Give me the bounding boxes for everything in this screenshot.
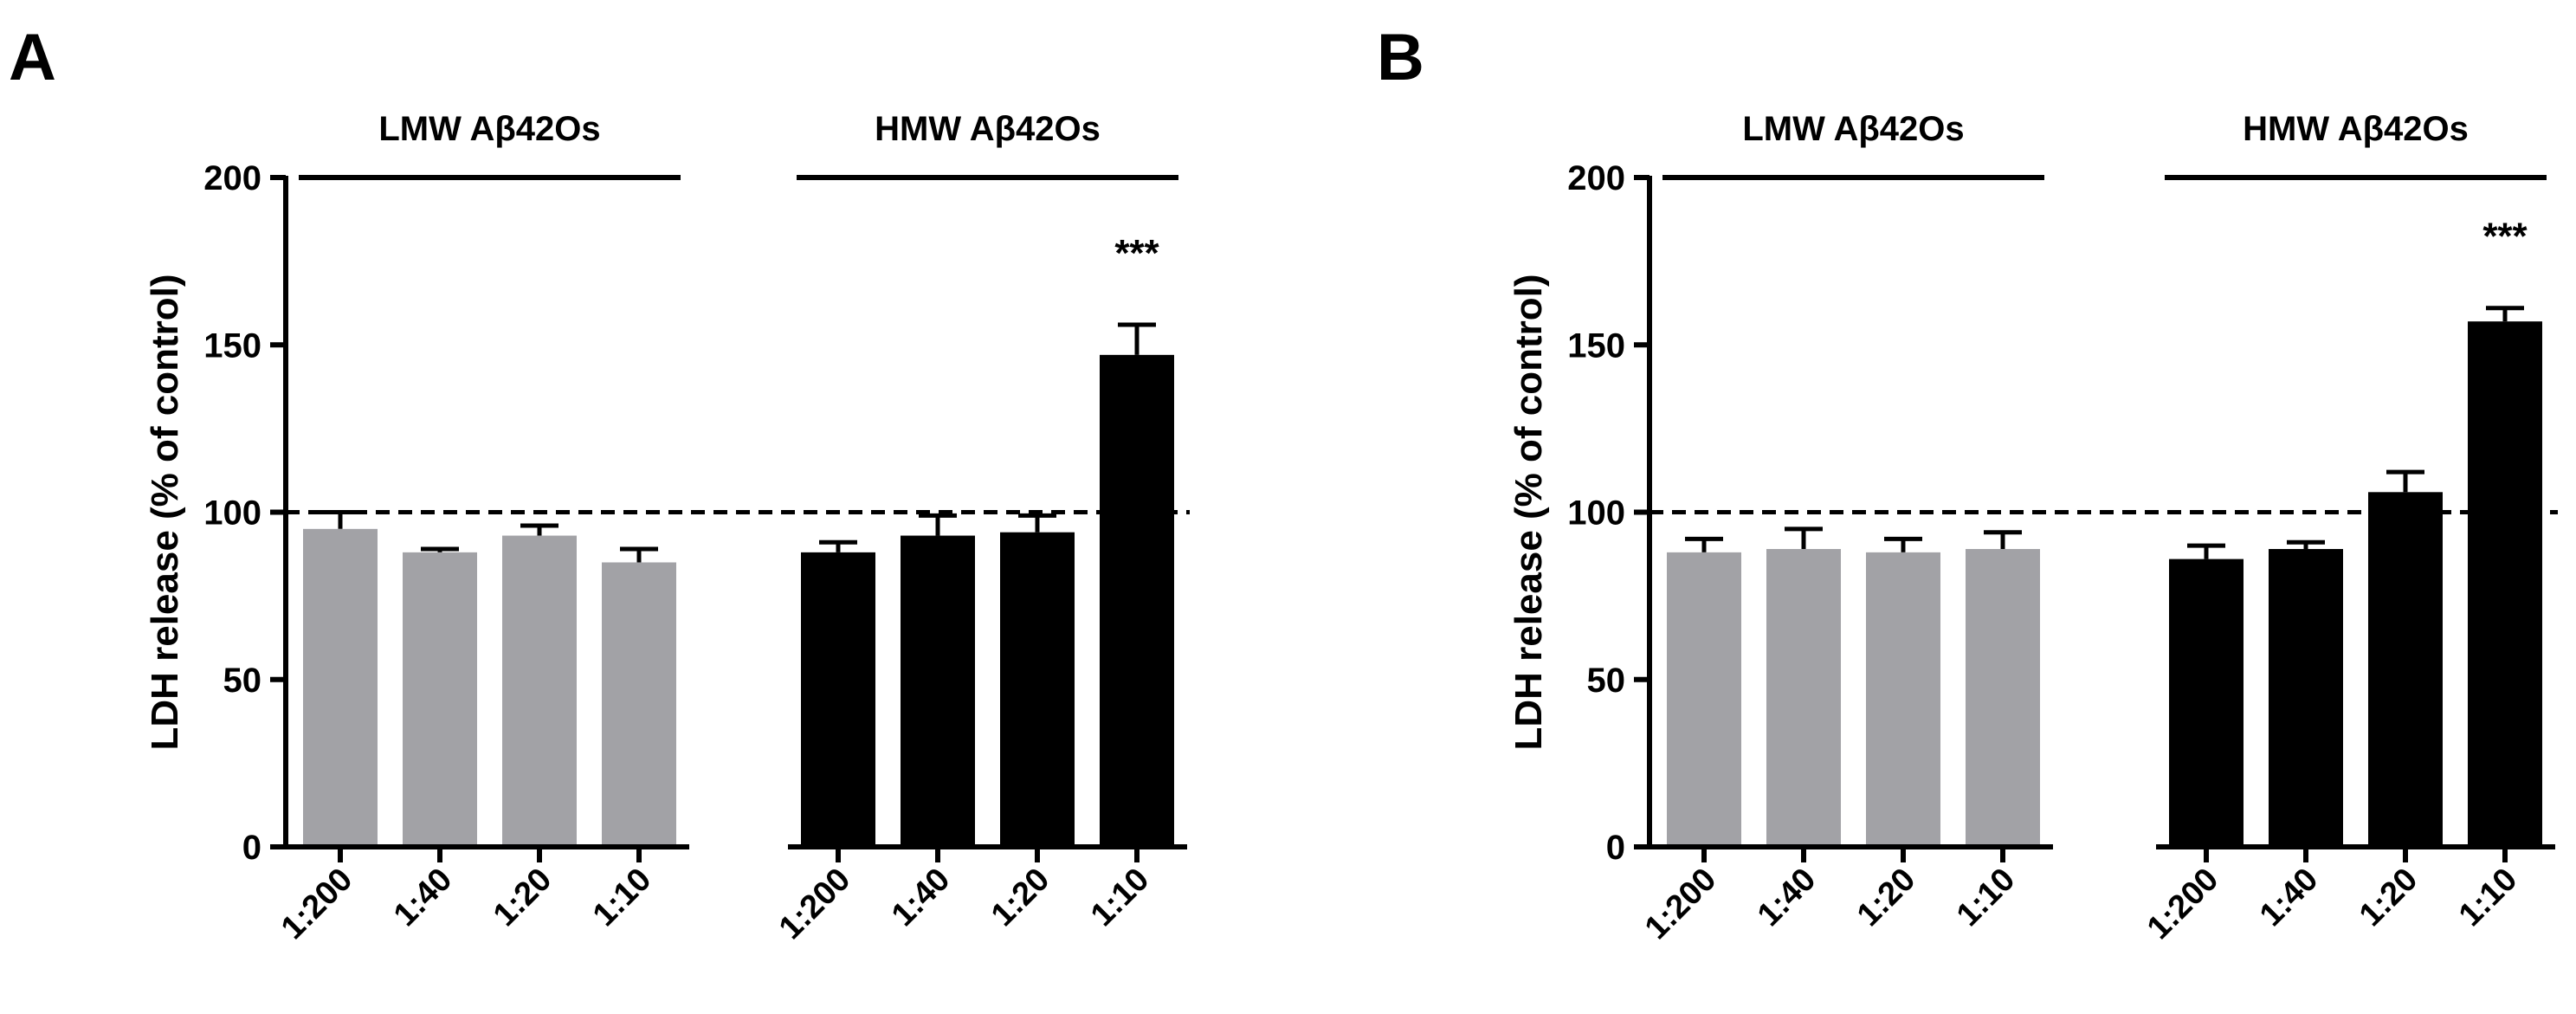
y-tick-label: 100 xyxy=(1567,494,1625,533)
y-tick-label: 100 xyxy=(203,494,261,533)
bar xyxy=(1667,552,1741,847)
category-label: 1:40 xyxy=(2253,862,2325,933)
y-tick-label: 200 xyxy=(203,159,261,197)
group-label: LMW Aβ42Os xyxy=(1742,110,1964,148)
group-label: LMW Aβ42Os xyxy=(378,110,600,148)
bar xyxy=(403,552,477,847)
bar xyxy=(1966,549,2040,847)
category-label: 1:20 xyxy=(487,862,558,933)
y-axis-title: LDH release (% of control) xyxy=(144,274,186,750)
bar xyxy=(1000,532,1075,847)
y-tick-label: 0 xyxy=(242,829,261,867)
panel-letter: B xyxy=(1377,21,1424,94)
bar xyxy=(901,535,975,847)
significance-label: *** xyxy=(2482,216,2528,258)
category-label: 1:10 xyxy=(1950,862,2022,933)
category-label: 1:10 xyxy=(1084,862,1156,933)
category-label: 1:20 xyxy=(985,862,1056,933)
category-label: 1:40 xyxy=(387,862,459,933)
group-label: HMW Aβ42Os xyxy=(2243,110,2469,148)
y-tick-label: 0 xyxy=(1606,829,1625,867)
category-label: 1:200 xyxy=(772,862,857,946)
category-label: 1:10 xyxy=(2452,862,2524,933)
y-axis-title: LDH release (% of control) xyxy=(1508,274,1550,750)
chart-panel-a: A LDH release (% of control) 0 50 100 150 200 L… xyxy=(9,21,1190,946)
bar xyxy=(2368,492,2443,847)
category-label: 1:20 xyxy=(2353,862,2424,933)
chart-panel-b: B LDH release (% of control) 0 50 100 150 200 L… xyxy=(1377,21,2558,946)
category-label: 1:40 xyxy=(885,862,957,933)
y-tick-label: 200 xyxy=(1567,159,1625,197)
bar xyxy=(1866,552,1940,847)
bar xyxy=(801,552,875,847)
bar xyxy=(602,562,676,847)
category-label: 1:10 xyxy=(586,862,658,933)
category-label: 1:200 xyxy=(2140,862,2225,946)
y-tick-label: 50 xyxy=(223,662,262,700)
category-label: 1:200 xyxy=(274,862,359,946)
bar xyxy=(2169,559,2244,847)
bar xyxy=(1100,354,1174,848)
bar xyxy=(2269,549,2343,847)
y-tick-label: 150 xyxy=(1567,326,1625,365)
category-label: 1:20 xyxy=(1850,862,1922,933)
bar xyxy=(2468,321,2542,847)
bar xyxy=(1766,549,1841,847)
bar xyxy=(303,528,378,847)
y-tick-label: 150 xyxy=(203,326,261,365)
category-label: 1:40 xyxy=(1751,862,1823,933)
y-tick-label: 50 xyxy=(1587,662,1626,700)
bar xyxy=(502,535,577,847)
panel-letter: A xyxy=(9,21,56,94)
category-label: 1:200 xyxy=(1638,862,1723,946)
significance-label: *** xyxy=(1114,232,1159,274)
group-label: HMW Aβ42Os xyxy=(875,110,1101,148)
